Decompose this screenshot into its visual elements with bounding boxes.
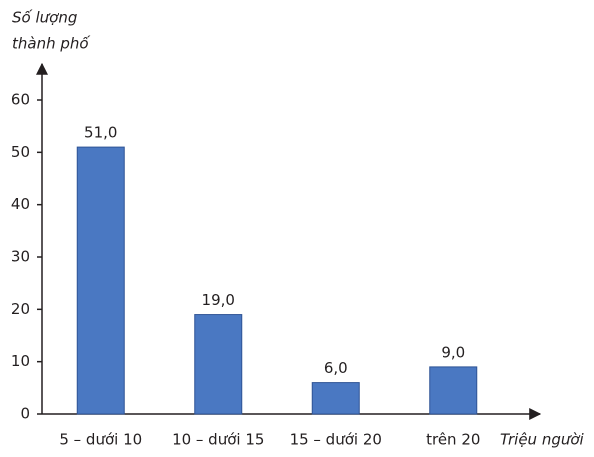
bar (429, 366, 478, 415)
value-label: 19,0 (202, 291, 235, 309)
bar (311, 382, 360, 415)
bar (194, 314, 243, 415)
y-axis-label: Số lượng (12, 9, 77, 27)
y-axis-label: thành phố (12, 35, 91, 53)
y-tick-label: 0 (20, 405, 30, 423)
x-axis-label: Triệu người (500, 431, 585, 449)
value-label: 6,0 (324, 359, 348, 377)
x-tick-label: trên 20 (426, 431, 480, 449)
bar (76, 146, 125, 415)
x-tick-label: 5 – dưới 10 (59, 431, 142, 449)
x-tick-label: 10 – dưới 15 (172, 431, 264, 449)
y-tick-label: 60 (11, 91, 30, 109)
value-label: 51,0 (84, 124, 117, 142)
y-tick-label: 10 (11, 352, 30, 370)
y-tick-label: 20 (11, 300, 30, 318)
value-label: 9,0 (441, 343, 465, 361)
y-tick-label: 50 (11, 143, 30, 161)
y-tick-label: 30 (11, 248, 30, 266)
y-tick-label: 40 (11, 195, 30, 213)
x-tick-label: 15 – dưới 20 (290, 431, 382, 449)
